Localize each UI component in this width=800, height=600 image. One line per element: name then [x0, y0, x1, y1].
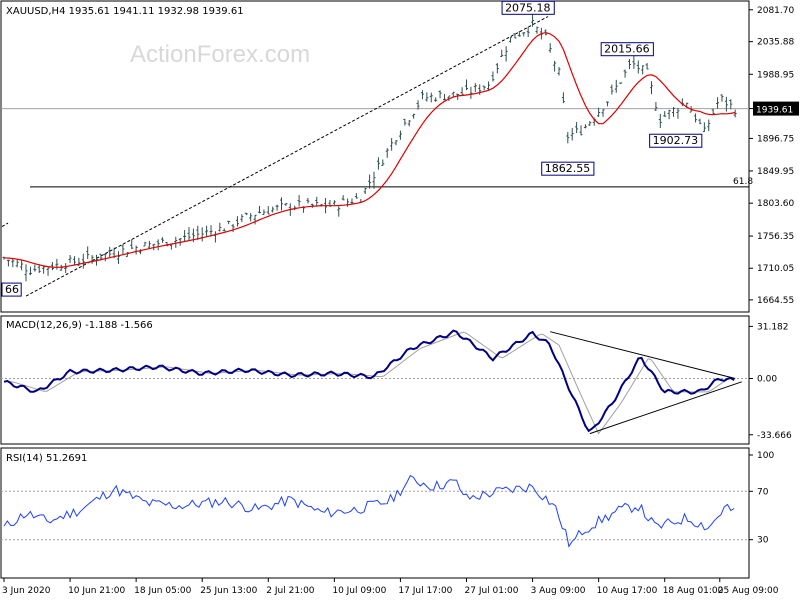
moving-average-line [3, 31, 736, 268]
x-tick-label: 10 Aug 17:00 [597, 586, 658, 596]
x-tick-label: 18 Jun 05:00 [134, 586, 191, 596]
price-y-tick-label: 1988.95 [757, 70, 794, 80]
price-annotation-box [600, 42, 654, 57]
price-annotation-label: 66 [5, 283, 19, 296]
price-y-tick-label: 1849.95 [757, 167, 794, 177]
fib-level-label: 61.8 [733, 177, 753, 187]
price-annotation-box [501, 0, 555, 15]
price-y-tick-label: 1710.05 [757, 264, 794, 274]
x-tick-label: 10 Jul 09:00 [332, 586, 386, 596]
x-tick-label: 2 Jul 21:00 [266, 586, 315, 596]
macd-triangle-line [550, 331, 736, 379]
current-price-label: 1939.61 [756, 106, 793, 116]
rsi-y-tick-label: 70 [757, 487, 769, 497]
price-annotation-box [1, 282, 22, 297]
rsi-panel: 100 70 30 [1, 451, 774, 548]
x-tick-label: 25 Aug 09:00 [718, 586, 779, 596]
macd-panel-frame [0, 315, 750, 445]
rsi-line [3, 474, 735, 548]
macd-line [3, 329, 735, 433]
macd-y-tick-label: -33.666 [757, 431, 792, 441]
price-trendline [25, 16, 549, 297]
price-panel-frame [0, 0, 750, 313]
price-trendline-left [1, 222, 9, 227]
x-tick-label: 10 Jun 21:00 [68, 586, 125, 596]
x-tick-label: 25 Jun 13:00 [200, 586, 257, 596]
x-tick-label: 17 Jul 17:00 [398, 586, 452, 596]
x-tick-label: 3 Jun 2020 [2, 586, 51, 596]
rsi-panel-frame [0, 447, 750, 579]
macd-y-tick-label: 0.00 [757, 374, 777, 384]
macd-y-tick-label: 31.182 [757, 322, 789, 332]
macd-panel: 31.182 0.00 -33.666 [1, 322, 792, 441]
price-panel: 2081.70 2035.88 1988.95 1896.75 1849.95 1803.… [1, 0, 799, 306]
price-annotation-label: 1862.55 [545, 162, 591, 175]
rsi-y-tick-label: 100 [757, 451, 774, 461]
rsi-panel-title: RSI(14) 51.2691 [6, 453, 87, 464]
price-annotation-box [541, 161, 595, 176]
price-y-tick-label: 1896.75 [757, 134, 794, 144]
x-axis: 3 Jun 2020 10 Jun 21:00 18 Jun 05:00 25 Jun… [2, 578, 779, 596]
rsi-y-tick-label: 30 [757, 536, 769, 546]
price-annotation-label: 1902.73 [653, 134, 699, 147]
x-tick-label: 18 Aug 01:00 [663, 586, 724, 596]
price-y-tick-label: 2081.70 [757, 6, 794, 16]
price-y-tick-label: 1756.35 [757, 232, 794, 242]
x-tick-label: 3 Aug 09:00 [531, 586, 586, 596]
x-tick-label: 27 Jul 01:00 [465, 586, 519, 596]
macd-triangle-line [589, 381, 742, 435]
price-annotation-label: 2015.66 [604, 43, 650, 56]
price-y-tick-label: 1803.60 [757, 199, 794, 209]
price-y-tick-label: 2035.88 [757, 38, 794, 48]
watermark: ActionForex.com [130, 41, 310, 68]
price-y-tick-label: 1664.55 [757, 296, 794, 306]
price-panel-title: XAUUSD,H4 1935.61 1941.11 1932.98 1939.6… [6, 6, 244, 17]
macd-panel-title: MACD(12,26,9) -1.188 -1.566 [6, 320, 153, 331]
current-price-badge [753, 101, 799, 116]
price-annotation-box [649, 133, 703, 148]
price-annotation-label: 2075.18 [505, 1, 550, 14]
